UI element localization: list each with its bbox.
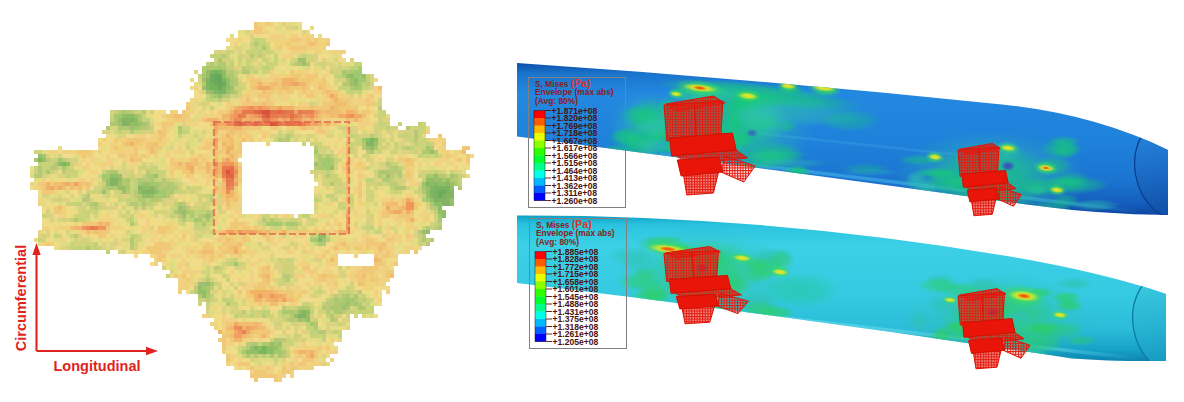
svg-text:+1.205e+08: +1.205e+08 bbox=[553, 337, 599, 347]
svg-text:(Avg: 80%): (Avg: 80%) bbox=[536, 237, 579, 247]
svg-text:+1.260e+08: +1.260e+08 bbox=[552, 196, 598, 206]
svg-text:(Avg: 80%): (Avg: 80%) bbox=[535, 96, 578, 106]
svg-text:Longitudinal: Longitudinal bbox=[54, 358, 141, 374]
svg-text:Circumferential: Circumferential bbox=[13, 245, 29, 351]
